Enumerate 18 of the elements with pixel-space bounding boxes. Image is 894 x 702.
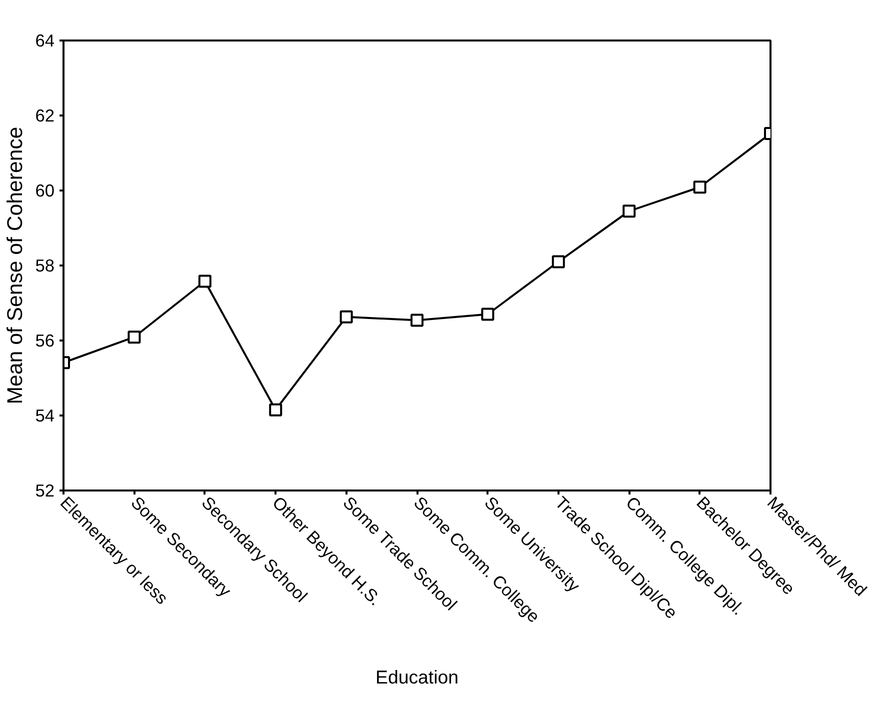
point — [481, 308, 494, 321]
point — [410, 314, 424, 327]
y-tick-label: 62 — [35, 106, 55, 126]
y-tick-label: 54 — [35, 406, 55, 426]
point — [552, 255, 565, 268]
point — [269, 403, 282, 416]
point — [340, 310, 353, 324]
point — [198, 274, 212, 288]
x-axis-title: Education — [376, 666, 458, 688]
y-tick-label: 60 — [35, 180, 55, 200]
y-tick-label: 64 — [35, 30, 55, 50]
y-tick-label: 58 — [35, 256, 55, 276]
point — [622, 204, 636, 218]
y-tick-label: 56 — [35, 330, 55, 350]
y-tick-label: 52 — [35, 480, 55, 500]
point — [693, 180, 706, 194]
y-axis-title: Mean of Sense of Coherence — [3, 126, 28, 404]
point — [128, 330, 141, 344]
